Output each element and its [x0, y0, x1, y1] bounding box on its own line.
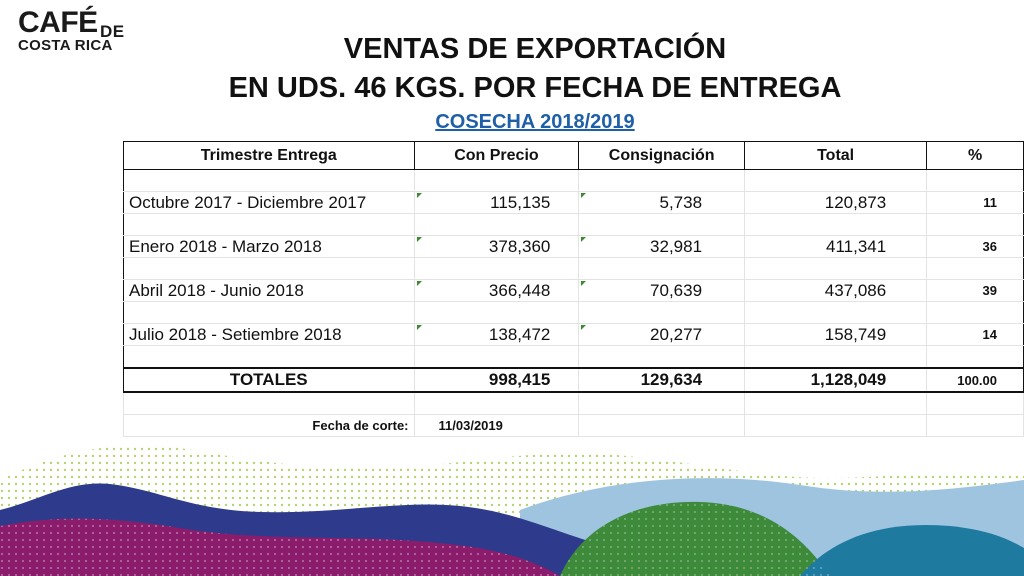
row-total: 120,873 — [744, 191, 928, 214]
cell-marker-icon — [581, 193, 587, 198]
header-percent: % — [926, 141, 1024, 170]
row-period: Enero 2018 - Marzo 2018 — [123, 235, 415, 258]
row-percent: 14 — [926, 323, 1024, 346]
row-consignacion: 32,981 — [578, 235, 746, 258]
cafe-de-costa-rica-logo: CAFÉ DE COSTA RICA — [18, 6, 124, 54]
header-con-precio: Con Precio — [413, 141, 580, 170]
row-consignacion: 70,639 — [578, 279, 746, 302]
row-consignacion: 5,738 — [578, 191, 746, 214]
spacer-row — [123, 257, 1024, 280]
table-header-row: Trimestre Entrega Con Precio Consignació… — [123, 141, 1024, 170]
cutoff-label: Fecha de corte: — [123, 414, 415, 437]
table-row: Abril 2018 - Junio 2018 366,448 70,639 4… — [123, 279, 1024, 302]
table-row: Octubre 2017 - Diciembre 2017 115,135 5,… — [123, 191, 1024, 214]
row-con-precio: 378,360 — [413, 235, 580, 258]
header-trimestre: Trimestre Entrega — [123, 141, 415, 170]
header-total: Total — [744, 141, 928, 170]
row-period: Julio 2018 - Setiembre 2018 — [123, 323, 415, 346]
totals-row: TOTALES 998,415 129,634 1,128,049 100.00 — [123, 367, 1024, 393]
row-con-precio: 115,135 — [413, 191, 580, 214]
logo-de: DE — [100, 22, 125, 41]
totals-percent: 100.00 — [926, 367, 1024, 393]
cutoff-row: Fecha de corte: 11/03/2019 — [123, 414, 1024, 437]
export-sales-table: Trimestre Entrega Con Precio Consignació… — [123, 141, 1024, 437]
row-consignacion: 20,277 — [578, 323, 746, 346]
logo-costa-rica: COSTA RICA — [18, 37, 113, 54]
spacer-row — [123, 213, 1024, 236]
row-period: Octubre 2017 - Diciembre 2017 — [123, 191, 415, 214]
table-row: Enero 2018 - Marzo 2018 378,360 32,981 4… — [123, 235, 1024, 258]
cell-marker-icon — [416, 325, 422, 330]
table-row: Julio 2018 - Setiembre 2018 138,472 20,2… — [123, 323, 1024, 346]
spacer-row — [123, 391, 1024, 415]
row-total: 158,749 — [744, 323, 928, 346]
row-total: 411,341 — [744, 235, 928, 258]
totals-con-precio: 998,415 — [413, 367, 580, 393]
decorative-landscape-waves — [0, 445, 1024, 576]
spacer-row — [123, 345, 1024, 369]
cell-marker-icon — [416, 237, 422, 242]
cell-marker-icon — [581, 325, 587, 330]
logo-cafe: CAFÉ — [18, 6, 98, 39]
cell-marker-icon — [416, 281, 422, 286]
row-con-precio: 138,472 — [413, 323, 580, 346]
cell-marker-icon — [581, 237, 587, 242]
row-percent: 11 — [926, 191, 1024, 214]
page-title-line1: VENTAS DE EXPORTACIÓN — [343, 33, 727, 65]
spacer-row — [123, 169, 1024, 192]
row-percent: 36 — [926, 235, 1024, 258]
row-total: 437,086 — [744, 279, 928, 302]
row-con-precio: 366,448 — [413, 279, 580, 302]
totals-consignacion: 129,634 — [578, 367, 746, 393]
page-subtitle: COSECHA 2018/2019 — [435, 111, 635, 133]
row-percent: 39 — [926, 279, 1024, 302]
cell-marker-icon — [416, 193, 422, 198]
totals-label: TOTALES — [123, 367, 415, 393]
header-consignacion: Consignación — [578, 141, 746, 170]
totals-total: 1,128,049 — [744, 367, 928, 393]
cutoff-date: 11/03/2019 — [413, 414, 580, 437]
spacer-row — [123, 301, 1024, 324]
page-title-line2: EN UDS. 46 KGS. POR FECHA DE ENTREGA — [228, 72, 842, 104]
cell-marker-icon — [581, 281, 587, 286]
row-period: Abril 2018 - Junio 2018 — [123, 279, 415, 302]
